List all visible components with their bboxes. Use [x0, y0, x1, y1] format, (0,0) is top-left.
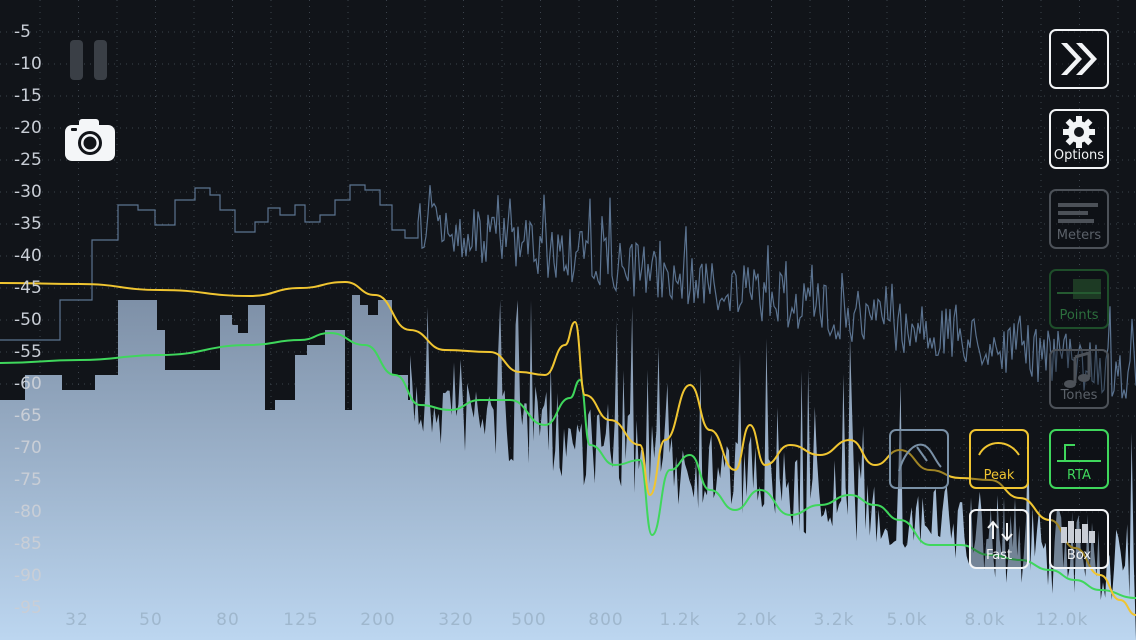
y-tick-label: -85 [14, 534, 42, 554]
camera-button[interactable] [64, 118, 116, 162]
rta-curve-icon [1057, 444, 1101, 462]
y-tick-label: -70 [14, 438, 42, 458]
x-tick-label: 32 [65, 610, 89, 630]
pause-bar-icon [94, 40, 107, 80]
gear-icon [1063, 116, 1095, 148]
spectrum-fill [0, 295, 1136, 640]
y-tick-label: -25 [14, 150, 42, 170]
next-button[interactable] [1049, 29, 1109, 89]
x-tick-label: 2.0k [736, 610, 778, 630]
x-tick-label: 50 [139, 610, 163, 630]
box-button[interactable]: Box [1049, 509, 1109, 569]
peak-label: Peak [983, 468, 1015, 483]
fast-forward-icon [1061, 43, 1097, 75]
y-tick-label: -90 [14, 566, 42, 586]
options-button[interactable]: Options [1049, 109, 1109, 169]
average-curve-icon [898, 443, 942, 472]
x-tick-label: 125 [283, 610, 319, 630]
meters-label: Meters [1056, 228, 1102, 243]
x-tick-label: 500 [511, 610, 547, 630]
camera-icon [65, 119, 115, 161]
music-note-icon [1064, 351, 1091, 388]
pause-button[interactable] [70, 40, 110, 82]
history-trace [0, 184, 1136, 399]
x-tick-label: 1.2k [659, 610, 701, 630]
y-tick-label: -15 [14, 86, 42, 106]
y-tick-label: -80 [14, 502, 42, 522]
x-tick-label: 8.0k [964, 610, 1006, 630]
options-label: Options [1053, 148, 1105, 163]
x-tick-label: 200 [360, 610, 396, 630]
avg-button[interactable] [889, 429, 949, 489]
points-icon [1057, 279, 1101, 299]
y-tick-label: -50 [14, 310, 42, 330]
x-tick-label: 80 [216, 610, 240, 630]
y-tick-label: -55 [14, 342, 42, 362]
y-tick-label: -60 [14, 374, 42, 394]
pause-bar-icon [70, 40, 83, 80]
rta-label: RTA [1067, 468, 1091, 483]
peak-button[interactable]: Peak [969, 429, 1029, 489]
y-tick-label: -40 [14, 246, 42, 266]
points-button[interactable]: Points [1049, 269, 1109, 329]
y-tick-label: -30 [14, 182, 42, 202]
box-label: Box [1066, 548, 1092, 563]
x-tick-label: 800 [588, 610, 624, 630]
box-bars-icon [1061, 521, 1095, 543]
arrows-up-down-icon [987, 520, 1013, 542]
fast-button[interactable]: Fast [969, 509, 1029, 569]
tones-label: Tones [1060, 388, 1098, 403]
x-tick-label: 3.2k [813, 610, 855, 630]
x-tick-label: 320 [438, 610, 474, 630]
fast-label: Fast [985, 548, 1013, 563]
y-tick-label: -75 [14, 470, 42, 490]
meters-button[interactable]: Meters [1049, 189, 1109, 249]
rta-button[interactable]: RTA [1049, 429, 1109, 489]
peak-curve-icon [978, 442, 1020, 456]
tones-button[interactable]: Tones [1049, 349, 1109, 409]
meter-bars-icon [1058, 203, 1098, 223]
peak-curve [0, 280, 1136, 616]
y-tick-label: -65 [14, 406, 42, 426]
y-tick-label: -10 [14, 54, 42, 74]
x-tick-label: 5.0k [886, 610, 928, 630]
y-tick-label: -20 [14, 118, 42, 138]
points-label: Points [1059, 308, 1099, 323]
y-tick-label: -45 [14, 278, 42, 298]
x-tick-label: 12.0k [1035, 610, 1089, 630]
y-tick-label: -35 [14, 214, 42, 234]
y-tick-label: -5 [14, 22, 31, 42]
y-tick-label: -95 [14, 598, 42, 618]
average-curve [0, 331, 1136, 599]
